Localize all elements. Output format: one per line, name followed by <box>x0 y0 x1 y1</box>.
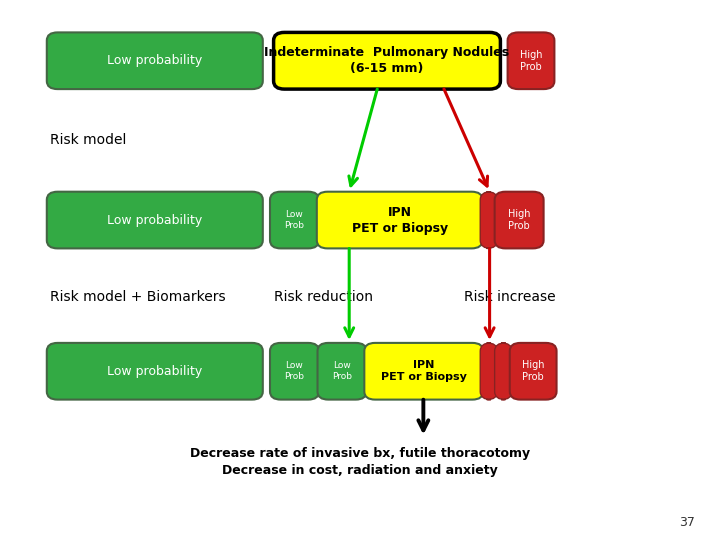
FancyBboxPatch shape <box>47 32 263 89</box>
FancyBboxPatch shape <box>495 192 544 248</box>
Text: Low
Prob: Low Prob <box>284 361 305 381</box>
Text: Indeterminate  Pulmonary Nodules
(6-15 mm): Indeterminate Pulmonary Nodules (6-15 mm… <box>264 46 510 75</box>
Text: High
Prob: High Prob <box>522 360 544 382</box>
FancyBboxPatch shape <box>47 343 263 400</box>
Text: IPN
PET or Biopsy: IPN PET or Biopsy <box>351 206 448 234</box>
Text: Risk increase: Risk increase <box>464 290 556 304</box>
Text: Decrease rate of invasive bx, futile thoracotomy
Decrease in cost, radiation and: Decrease rate of invasive bx, futile tho… <box>190 447 530 477</box>
FancyBboxPatch shape <box>508 32 554 89</box>
FancyBboxPatch shape <box>510 343 557 400</box>
Text: Low probability: Low probability <box>107 364 202 378</box>
FancyBboxPatch shape <box>318 343 366 400</box>
Text: High
Prob: High Prob <box>508 209 531 231</box>
Text: High
Prob: High Prob <box>520 50 542 72</box>
FancyBboxPatch shape <box>270 192 319 248</box>
FancyBboxPatch shape <box>480 192 498 248</box>
Text: Risk model: Risk model <box>50 133 127 147</box>
Text: Low probability: Low probability <box>107 213 202 227</box>
FancyBboxPatch shape <box>480 343 498 400</box>
Text: 37: 37 <box>679 516 695 529</box>
Text: IPN
PET or Biopsy: IPN PET or Biopsy <box>381 360 467 382</box>
FancyBboxPatch shape <box>47 192 263 248</box>
FancyBboxPatch shape <box>317 192 482 248</box>
FancyBboxPatch shape <box>270 343 319 400</box>
Text: Low
Prob: Low Prob <box>284 210 305 230</box>
FancyBboxPatch shape <box>495 343 512 400</box>
Text: Risk reduction: Risk reduction <box>274 290 373 304</box>
Text: Low
Prob: Low Prob <box>332 361 352 381</box>
FancyBboxPatch shape <box>364 343 483 400</box>
Text: Risk model + Biomarkers: Risk model + Biomarkers <box>50 290 226 304</box>
FancyBboxPatch shape <box>274 32 500 89</box>
Text: Low probability: Low probability <box>107 54 202 68</box>
